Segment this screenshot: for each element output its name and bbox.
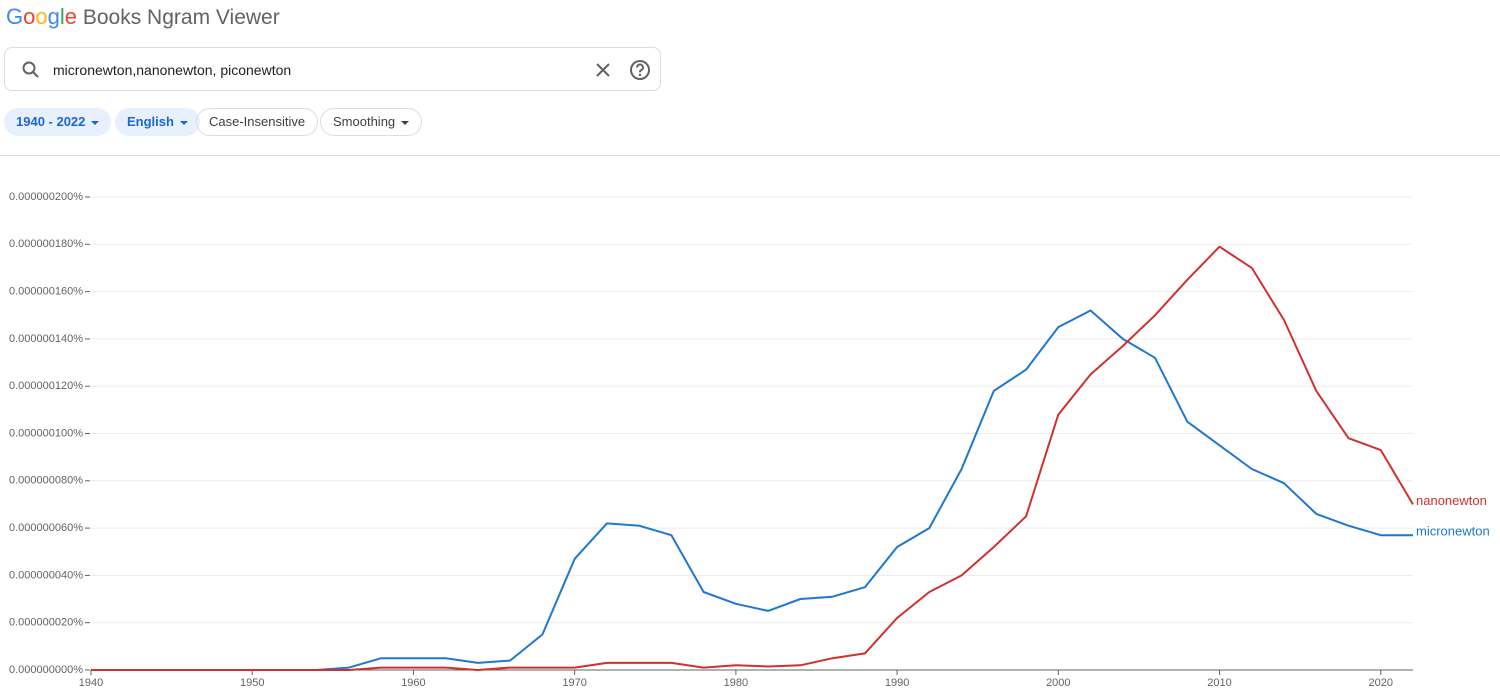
chip-label: 1940 - 2022 <box>16 114 86 129</box>
x-tick-label: 1990 <box>885 677 909 689</box>
y-tick-label: 0.000000140% <box>9 333 83 345</box>
search-icon <box>22 61 39 78</box>
clear-button[interactable] <box>593 60 613 80</box>
year-range-chip[interactable]: 1940 - 2022 <box>4 108 112 136</box>
x-tick-label: 1950 <box>240 677 264 689</box>
help-button[interactable] <box>629 59 651 81</box>
x-tick-label: 2010 <box>1207 677 1231 689</box>
series-line <box>91 309 1413 671</box>
y-tick-label: 0.000000060% <box>9 522 83 534</box>
y-tick-label: 0.000000020% <box>9 617 83 629</box>
series-line <box>91 245 1414 671</box>
x-tick-label: 2020 <box>1369 677 1393 689</box>
series-label: nanonewton <box>1416 493 1487 508</box>
search-query[interactable]: micronewton,nanonewton, piconewton <box>53 62 292 78</box>
google-logo: Google <box>6 4 78 29</box>
chip-label: Case-Insensitive <box>209 114 306 129</box>
y-tick-label: 0.000000160% <box>9 286 83 298</box>
corpus-chip[interactable]: English <box>115 108 200 136</box>
x-tick-label: 1980 <box>724 677 748 689</box>
case-chip[interactable]: Case-Insensitive <box>196 108 319 136</box>
divider <box>0 155 1500 156</box>
chip-label: Smoothing <box>333 114 396 129</box>
y-tick-label: 0.000000180% <box>9 238 83 250</box>
app-title: Books Ngram Viewer <box>82 6 280 29</box>
series-label: micronewton <box>1416 524 1490 539</box>
chip-label: English <box>127 114 174 129</box>
x-tick-label: 2000 <box>1046 677 1070 689</box>
logo[interactable]: Google Books Ngram Viewer <box>6 4 280 30</box>
x-tick-label: 1960 <box>401 677 425 689</box>
y-tick-label: 0.000000000% <box>9 664 83 676</box>
x-tick-label: 1970 <box>562 677 586 689</box>
search-box[interactable]: micronewton,nanonewton, piconewton <box>4 47 661 91</box>
y-tick-label: 0.000000100% <box>9 427 83 439</box>
y-tick-label: 0.000000200% <box>9 191 83 203</box>
y-tick-label: 0.000000120% <box>9 380 83 392</box>
smoothing-chip[interactable]: Smoothing <box>320 108 423 136</box>
x-tick-label: 1940 <box>79 677 103 689</box>
y-tick-label: 0.000000040% <box>9 569 83 581</box>
y-tick-label: 0.000000080% <box>9 475 83 487</box>
